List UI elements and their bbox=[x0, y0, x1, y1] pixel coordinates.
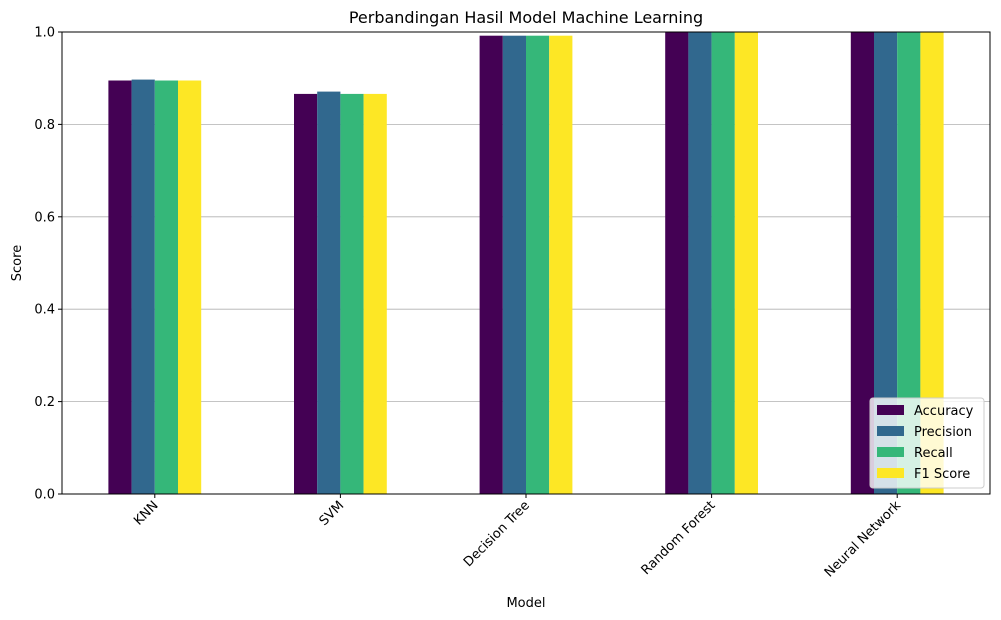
x-tick-label: Decision Tree bbox=[461, 498, 533, 570]
y-tick-label: 0.2 bbox=[34, 395, 55, 410]
y-tick-label: 0.6 bbox=[34, 210, 55, 225]
bar-accuracy-svm bbox=[294, 93, 318, 495]
legend-label: Accuracy bbox=[914, 404, 974, 419]
bars bbox=[108, 32, 944, 495]
bar-precision-svm bbox=[317, 91, 341, 495]
chart-title: Perbandingan Hasil Model Machine Learnin… bbox=[349, 8, 703, 27]
legend-label: Precision bbox=[914, 425, 972, 440]
legend-label: F1 Score bbox=[914, 467, 970, 482]
bar-precision-decision-tree bbox=[502, 35, 526, 495]
bar-accuracy-neural-network bbox=[850, 32, 874, 494]
bar-recall-random-forest bbox=[711, 32, 735, 494]
bar-precision-random-forest bbox=[688, 32, 712, 494]
bar-f1-score-decision-tree bbox=[549, 35, 573, 495]
x-tick-label: Random Forest bbox=[639, 498, 719, 578]
bar-f1-score-neural-network bbox=[920, 32, 944, 494]
y-tick-label: 1.0 bbox=[34, 26, 55, 41]
x-tick-label: KNN bbox=[131, 498, 161, 528]
legend-box bbox=[869, 397, 985, 489]
y-axis: 0.0 0.2 0.4 0.6 0.8 1.0 bbox=[34, 26, 62, 503]
bar-recall-decision-tree bbox=[526, 35, 550, 495]
bar-f1-score-svm bbox=[363, 93, 387, 495]
bar-recall-svm bbox=[340, 93, 364, 495]
x-tick-label: Neural Network bbox=[822, 498, 905, 581]
x-tick-label: SVM bbox=[317, 498, 348, 529]
legend-swatch bbox=[877, 426, 904, 436]
x-axis-label: Model bbox=[506, 596, 545, 611]
bar-precision-knn bbox=[131, 79, 155, 494]
bar-accuracy-knn bbox=[108, 80, 132, 494]
bar-accuracy-decision-tree bbox=[479, 35, 503, 495]
bar-recall-neural-network bbox=[897, 32, 921, 494]
y-tick-label: 0.4 bbox=[34, 303, 55, 318]
legend-swatch bbox=[877, 468, 904, 478]
bar-f1-score-random-forest bbox=[734, 32, 758, 494]
bar-recall-knn bbox=[154, 80, 178, 494]
y-tick-label: 0.0 bbox=[34, 488, 55, 503]
legend-swatch bbox=[877, 405, 904, 415]
legend-label: Recall bbox=[914, 446, 953, 461]
bar-precision-neural-network bbox=[874, 32, 898, 494]
legend: Accuracy Precision Recall F1 Score bbox=[869, 397, 985, 489]
bar-accuracy-random-forest bbox=[665, 32, 689, 494]
y-axis-label: Score bbox=[10, 245, 25, 281]
x-axis: KNN SVM Decision Tree Random Forest Neural N… bbox=[131, 494, 904, 580]
bar-f1-score-knn bbox=[178, 80, 202, 494]
legend-swatch bbox=[877, 447, 904, 457]
y-tick-label: 0.8 bbox=[34, 118, 55, 133]
